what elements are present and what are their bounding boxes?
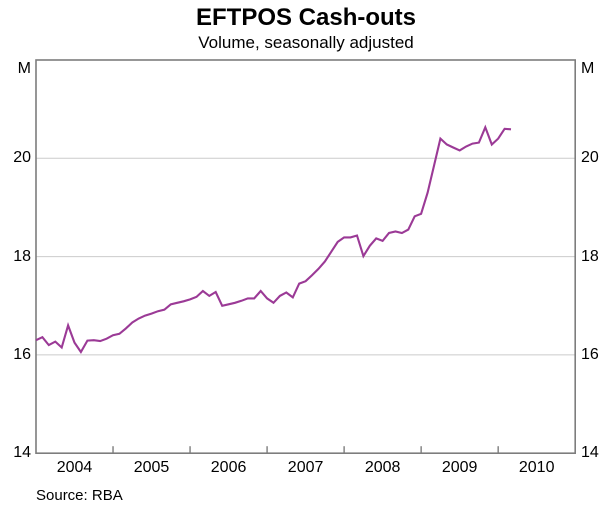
y-tick-label-right: 20	[581, 149, 599, 167]
x-year-label: 2006	[210, 459, 247, 476]
plot-frame	[35, 59, 577, 455]
y-axis-unit-left: M	[17, 60, 31, 77]
chart-subtitle: Volume, seasonally adjusted	[198, 33, 414, 52]
x-year-label: 2009	[441, 459, 478, 476]
source-note: Source: RBA	[36, 487, 123, 504]
data-line-eftpos	[35, 124, 512, 354]
y-axis-unit-right: M	[581, 60, 595, 77]
x-year-label: 2007	[287, 459, 324, 476]
chart-title: EFTPOS Cash-outs	[195, 4, 417, 31]
x-year-label: 2005	[133, 459, 170, 476]
y-tick-label-left: 16	[13, 345, 31, 363]
y-tick-label-left: 14	[13, 444, 31, 462]
x-year-label: 2004	[56, 459, 93, 476]
y-tick-label-left: 18	[13, 247, 31, 265]
y-tick-label-left: 20	[13, 149, 31, 167]
x-year-label: 2008	[364, 459, 401, 476]
y-tick-label-right: 16	[581, 345, 599, 363]
y-tick-label-right: 14	[581, 444, 599, 462]
x-year-label: 2010	[518, 459, 555, 476]
y-tick-label-right: 18	[581, 247, 599, 265]
